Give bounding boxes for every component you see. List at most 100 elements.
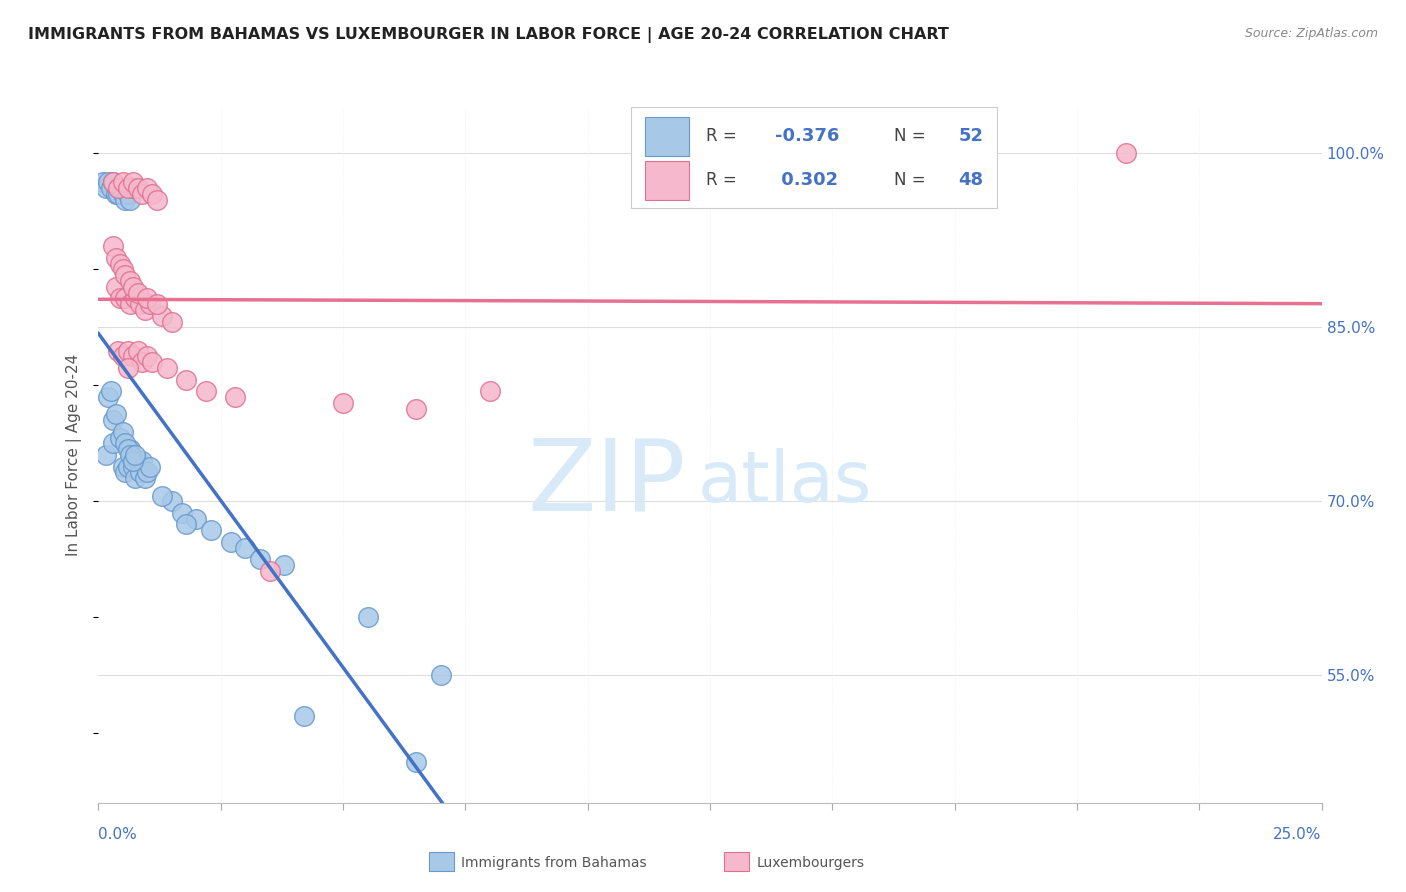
- Point: [110, 291, 132, 305]
- Point: [259, 564, 281, 578]
- Point: [127, 453, 149, 467]
- Text: 25.0%: 25.0%: [1274, 827, 1322, 841]
- Point: [111, 262, 134, 277]
- Point: [141, 187, 163, 202]
- Point: [127, 181, 149, 195]
- Point: [120, 442, 142, 456]
- Point: [104, 251, 127, 265]
- Point: [120, 193, 142, 207]
- Text: 0.302: 0.302: [775, 171, 838, 189]
- Point: [110, 256, 132, 270]
- Point: [478, 384, 501, 398]
- Point: [100, 181, 122, 195]
- Point: [104, 187, 127, 202]
- Point: [249, 552, 271, 566]
- Point: [131, 453, 153, 467]
- Text: IMMIGRANTS FROM BAHAMAS VS LUXEMBOURGER IN LABOR FORCE | AGE 20-24 CORRELATION C: IMMIGRANTS FROM BAHAMAS VS LUXEMBOURGER …: [28, 27, 949, 43]
- Point: [176, 373, 198, 387]
- Point: [121, 350, 143, 364]
- Text: 0.0%: 0.0%: [98, 827, 138, 841]
- Point: [114, 193, 136, 207]
- Point: [121, 453, 143, 467]
- Point: [356, 610, 378, 624]
- Point: [94, 181, 117, 195]
- Point: [111, 459, 134, 474]
- Point: [131, 187, 153, 202]
- Point: [139, 297, 162, 311]
- Point: [150, 309, 173, 323]
- Point: [97, 175, 120, 190]
- Point: [117, 181, 139, 195]
- Point: [104, 407, 127, 421]
- Point: [107, 187, 129, 202]
- Point: [127, 343, 149, 358]
- Point: [146, 193, 169, 207]
- Point: [141, 355, 163, 369]
- Point: [117, 459, 139, 474]
- Point: [104, 279, 127, 293]
- Text: 52: 52: [959, 128, 983, 145]
- Point: [136, 350, 159, 364]
- Point: [101, 239, 124, 253]
- Point: [117, 361, 139, 376]
- Point: [127, 285, 149, 300]
- Point: [101, 413, 124, 427]
- Point: [134, 471, 156, 485]
- Point: [131, 355, 153, 369]
- Point: [176, 517, 198, 532]
- Point: [186, 511, 208, 525]
- Point: [111, 187, 134, 202]
- Point: [146, 297, 169, 311]
- Point: [121, 279, 143, 293]
- Point: [114, 291, 136, 305]
- Point: [110, 430, 132, 444]
- Point: [101, 436, 124, 450]
- Text: N =: N =: [894, 171, 931, 189]
- Point: [101, 175, 124, 190]
- Text: R =: R =: [706, 171, 742, 189]
- Point: [224, 390, 246, 404]
- Point: [139, 459, 162, 474]
- Point: [121, 175, 143, 190]
- Text: N =: N =: [894, 128, 931, 145]
- Point: [219, 534, 242, 549]
- Point: [124, 291, 146, 305]
- Point: [120, 297, 142, 311]
- Point: [91, 175, 114, 190]
- Point: [111, 175, 134, 190]
- Point: [121, 459, 143, 474]
- Point: [101, 175, 124, 190]
- Point: [156, 361, 179, 376]
- Text: Source: ZipAtlas.com: Source: ZipAtlas.com: [1244, 27, 1378, 40]
- Point: [117, 343, 139, 358]
- Point: [110, 181, 132, 195]
- Point: [111, 425, 134, 439]
- Point: [114, 268, 136, 282]
- Point: [136, 181, 159, 195]
- Text: Luxembourgers: Luxembourgers: [756, 856, 865, 871]
- Point: [405, 401, 427, 416]
- Point: [292, 708, 315, 723]
- Point: [114, 436, 136, 450]
- Bar: [645, 161, 689, 200]
- Point: [120, 274, 142, 288]
- Point: [136, 465, 159, 479]
- Point: [200, 523, 222, 537]
- Point: [332, 395, 354, 409]
- Point: [117, 187, 139, 202]
- Point: [117, 442, 139, 456]
- Point: [430, 668, 453, 682]
- Text: ZIP: ZIP: [527, 434, 686, 532]
- Point: [129, 297, 152, 311]
- Point: [233, 541, 256, 555]
- Point: [94, 448, 117, 462]
- Point: [97, 390, 120, 404]
- Point: [405, 755, 427, 769]
- Text: R =: R =: [706, 128, 742, 145]
- Point: [121, 181, 143, 195]
- Bar: [645, 118, 689, 156]
- Text: 48: 48: [959, 171, 983, 189]
- Point: [170, 506, 193, 520]
- Point: [160, 494, 183, 508]
- Point: [160, 315, 183, 329]
